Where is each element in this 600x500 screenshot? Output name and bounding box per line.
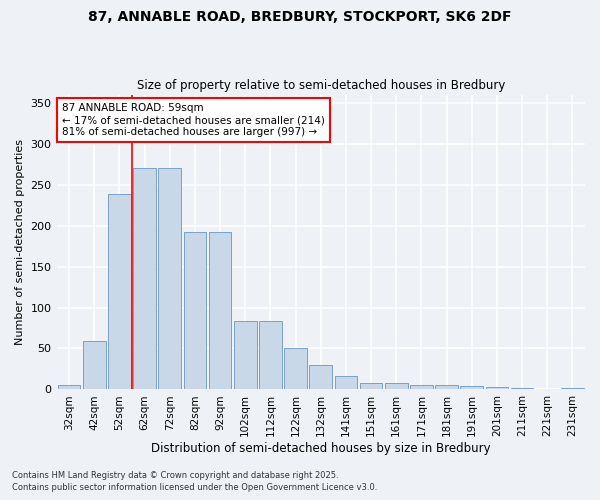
X-axis label: Distribution of semi-detached houses by size in Bredbury: Distribution of semi-detached houses by … (151, 442, 491, 455)
Bar (360, 383, 382, 390)
Bar (234, 320, 257, 390)
Bar (259, 320, 282, 390)
Bar (335, 376, 357, 390)
Bar (536, 388, 559, 390)
Bar (158, 168, 181, 390)
Title: Size of property relative to semi-detached houses in Bredbury: Size of property relative to semi-detach… (137, 79, 505, 92)
Bar (184, 232, 206, 390)
Bar (511, 388, 533, 390)
Bar (460, 386, 483, 390)
Bar (410, 386, 433, 390)
Bar (83, 341, 106, 390)
Bar (385, 383, 407, 390)
Bar (133, 168, 156, 390)
Y-axis label: Number of semi-detached properties: Number of semi-detached properties (15, 139, 25, 345)
Bar (284, 348, 307, 390)
Bar (435, 386, 458, 390)
Bar (58, 386, 80, 390)
Text: 87 ANNABLE ROAD: 59sqm
← 17% of semi-detached houses are smaller (214)
81% of se: 87 ANNABLE ROAD: 59sqm ← 17% of semi-det… (62, 104, 325, 136)
Bar (310, 365, 332, 390)
Text: Contains HM Land Registry data © Crown copyright and database right 2025.
Contai: Contains HM Land Registry data © Crown c… (12, 471, 377, 492)
Bar (561, 388, 584, 390)
Bar (108, 194, 131, 390)
Bar (485, 387, 508, 390)
Bar (209, 232, 232, 390)
Text: 87, ANNABLE ROAD, BREDBURY, STOCKPORT, SK6 2DF: 87, ANNABLE ROAD, BREDBURY, STOCKPORT, S… (88, 10, 512, 24)
